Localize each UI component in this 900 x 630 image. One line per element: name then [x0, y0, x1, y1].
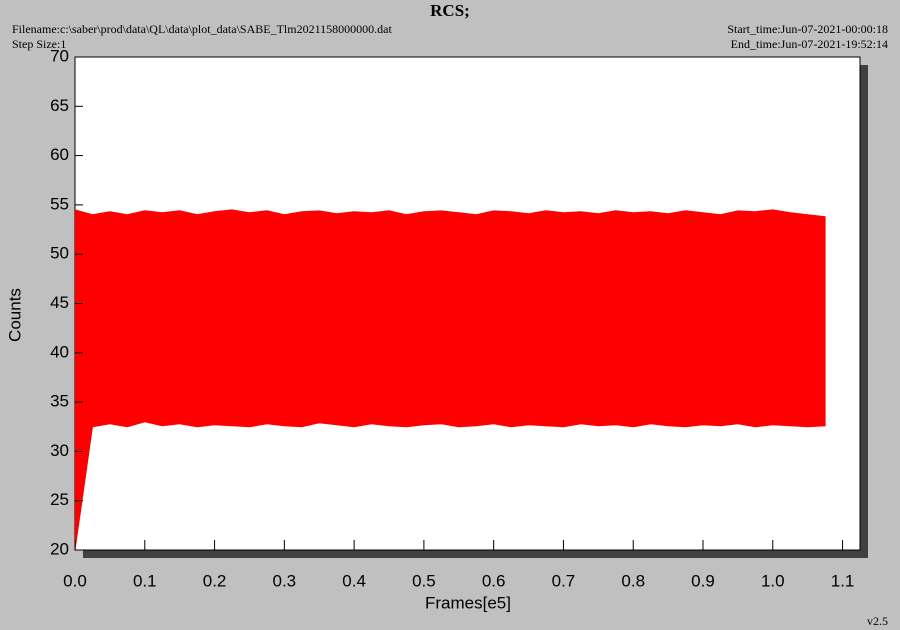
version: v2.5: [867, 614, 888, 628]
x-tick-label: 1.1: [831, 571, 855, 590]
data-layer: [75, 209, 826, 550]
x-tick-label: 0.6: [482, 571, 506, 590]
y-tick-label: 20: [50, 539, 69, 558]
y-tick-label: 50: [50, 244, 69, 263]
x-tick-label: 0.9: [691, 571, 715, 590]
x-tick-label: 1.0: [761, 571, 785, 590]
x-tick-label: 0.1: [133, 571, 157, 590]
x-tick-label: 0.3: [273, 571, 297, 590]
chart-title: RCS;: [430, 1, 470, 20]
x-tick-label: 0.8: [621, 571, 645, 590]
y-axis-label: Counts: [5, 288, 24, 342]
y-tick-label: 40: [50, 342, 69, 361]
x-tick-label: 0.0: [63, 571, 87, 590]
step-size: Step Size:1: [12, 37, 66, 51]
y-tick-label: 65: [50, 96, 69, 115]
x-tick-label: 0.7: [552, 571, 576, 590]
y-tick-label: 35: [50, 392, 69, 411]
y-tick-label: 30: [50, 441, 69, 460]
filename: Filename:c:\saber\prod\data\QL\data\plot…: [12, 22, 392, 36]
y-tick-label: 70: [50, 46, 69, 65]
x-tick-label: 0.5: [412, 571, 436, 590]
start-time: Start_time:Jun-07-2021-00:00:18: [727, 22, 888, 36]
x-tick-label: 0.2: [203, 571, 227, 590]
y-tick-label: 25: [50, 490, 69, 509]
x-axis-label: Frames[e5]: [425, 593, 511, 612]
y-tick-label: 55: [50, 194, 69, 213]
end-time: End_time:Jun-07-2021-19:52:14: [731, 37, 888, 51]
y-tick-label: 45: [50, 293, 69, 312]
data-band: [75, 209, 826, 550]
x-tick-label: 0.4: [342, 571, 366, 590]
y-tick-label: 60: [50, 145, 69, 164]
